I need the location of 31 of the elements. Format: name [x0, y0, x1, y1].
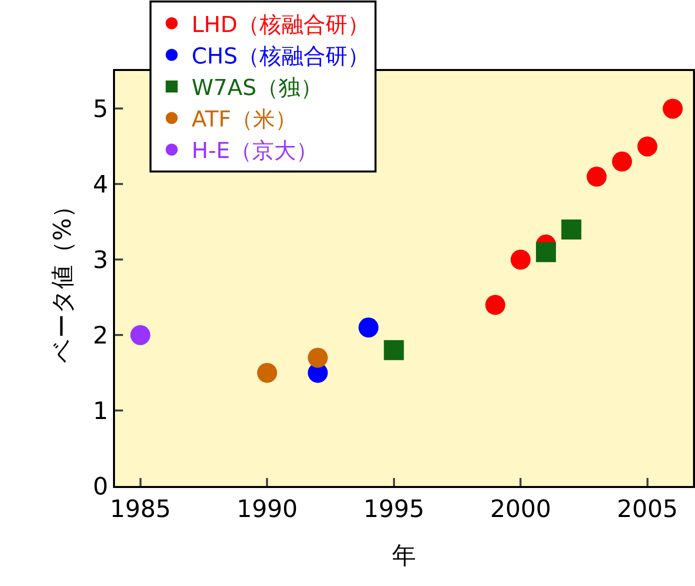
y-tick-label: 3: [92, 246, 108, 274]
x-tick-label: 2005: [616, 494, 678, 523]
y-axis-title: ベータ値（%）: [48, 194, 77, 363]
y-tick-label: 1: [92, 396, 108, 425]
x-axis-title: 年: [392, 542, 416, 570]
legend-label: W7AS（独）: [192, 76, 322, 102]
y-tick-label: 4: [92, 170, 108, 199]
legend-label: ATF（米）: [192, 108, 298, 133]
legend-label: LHD（核融合研）: [192, 12, 370, 38]
legend-label: H-E（京大）: [192, 139, 318, 164]
x-tick-label: 1995: [363, 494, 424, 523]
x-tick-label: 1990: [236, 494, 298, 523]
x-tick-label: 2000: [490, 494, 552, 523]
legend-label: CHS（核融合研）: [192, 44, 370, 70]
x-tick-label: 1985: [110, 494, 171, 523]
point: [637, 136, 658, 156]
point: [308, 348, 328, 368]
point: [586, 166, 607, 187]
point: [536, 242, 556, 262]
point: [358, 318, 379, 338]
y-tick-label: 5: [92, 95, 108, 124]
y-tick-label: 2: [92, 321, 108, 350]
point: [612, 152, 632, 172]
point: [384, 340, 404, 360]
point: [510, 250, 531, 270]
y-tick-label: 0: [92, 472, 108, 500]
point: [257, 362, 278, 383]
point: [130, 325, 150, 346]
point: [485, 294, 506, 315]
point: [662, 98, 683, 119]
point: [561, 219, 582, 240]
